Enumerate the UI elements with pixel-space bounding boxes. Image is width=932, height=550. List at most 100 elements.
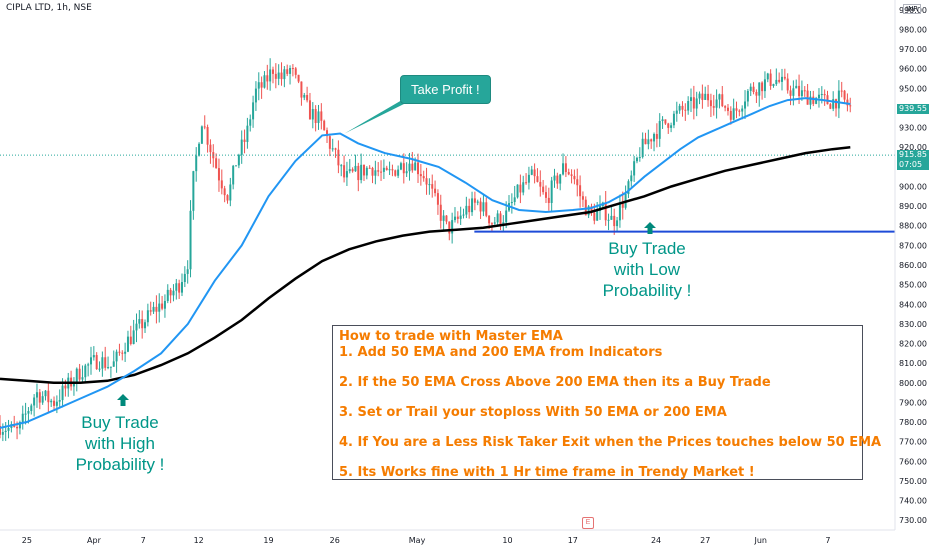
- candle-body: [459, 215, 462, 219]
- info-line: How to trade with Master EMA: [339, 329, 563, 344]
- candle-body: [38, 392, 41, 403]
- callout-pointer: [344, 100, 412, 134]
- candle-body: [58, 400, 61, 402]
- price-tick-label: 800.00: [899, 379, 927, 388]
- candle-body: [294, 68, 297, 75]
- candle-body: [377, 170, 380, 172]
- price-tick-label: 830.00: [899, 320, 927, 329]
- candle-body: [607, 219, 610, 221]
- candle-body: [109, 366, 112, 368]
- time-tick-label: 27: [700, 536, 710, 545]
- candle-body: [462, 214, 465, 216]
- candle-body: [0, 425, 1, 435]
- candle-body: [104, 357, 107, 368]
- candle-body: [815, 98, 818, 104]
- candle-body: [644, 138, 647, 145]
- candle-body: [618, 202, 621, 221]
- candle-body: [263, 75, 266, 88]
- candle-body: [155, 306, 158, 312]
- candle-body: [837, 90, 840, 109]
- candle-body: [405, 171, 408, 174]
- candle-body: [846, 99, 849, 106]
- annotation-line: Buy Trade: [608, 239, 686, 258]
- price-tick-label: 740.00: [899, 497, 927, 506]
- candle-body: [121, 352, 124, 354]
- candle-body: [209, 144, 212, 153]
- candle-body: [567, 172, 570, 175]
- candle-body: [453, 216, 456, 221]
- candle-body: [456, 216, 459, 219]
- candle-body: [701, 93, 704, 100]
- current-price-time: 07:05: [899, 160, 923, 170]
- candle-body: [707, 93, 710, 101]
- time-axis[interactable]: 25 Apr 7 12 19 26 May 10 17 24 27 Jun 7: [22, 536, 831, 545]
- candle-body: [323, 120, 326, 131]
- price-axis[interactable]: 730.00 740.00 750.00 760.00 770.00 780.00 790.…: [899, 6, 927, 525]
- info-line: 4. If You are a Less Risk Taker Exit whe…: [339, 435, 882, 450]
- price-tick-label: 790.00: [899, 398, 927, 407]
- candle-body: [246, 125, 249, 142]
- candle-body: [658, 120, 661, 139]
- candle-body: [132, 330, 135, 344]
- symbol-header[interactable]: CIPLA LTD, 1h, NSE: [6, 3, 92, 13]
- candle-body: [758, 82, 761, 96]
- candle-body: [215, 158, 218, 169]
- candle-body: [510, 201, 513, 204]
- candle-body: [536, 176, 539, 182]
- candle-body: [690, 97, 693, 101]
- candle-body: [630, 175, 633, 182]
- price-tick-label: 970.00: [899, 45, 927, 54]
- candle-body: [44, 390, 47, 397]
- candle-body: [800, 90, 803, 97]
- candle-body: [280, 72, 283, 80]
- candle-body: [220, 180, 223, 189]
- candle-body: [4, 430, 7, 433]
- candle-body: [732, 108, 735, 120]
- arrows: [117, 222, 656, 406]
- candle-body: [149, 310, 152, 312]
- info-line: 3. Set or Trail your stoploss With 50 EM…: [339, 405, 727, 420]
- candle-body: [317, 111, 320, 123]
- candle-body: [763, 79, 766, 92]
- earnings-badge[interactable]: E: [582, 517, 594, 529]
- candle-body: [442, 215, 445, 221]
- candle-body: [729, 110, 732, 120]
- annotation-line: Probability !: [602, 281, 692, 300]
- price-tick-label: 980.00: [899, 25, 927, 34]
- candle-body: [235, 165, 238, 167]
- candle-body: [16, 426, 19, 429]
- candle-body: [365, 167, 368, 176]
- candle-body: [616, 220, 619, 227]
- candle-body: [587, 206, 590, 216]
- candle-body: [840, 90, 843, 92]
- candle-body: [766, 73, 769, 80]
- time-tick-label: 25: [22, 536, 32, 545]
- candle-body: [50, 400, 53, 403]
- candle-body: [436, 193, 439, 205]
- candle-body: [144, 322, 147, 329]
- candle-body: [166, 289, 169, 301]
- candle-body: [92, 355, 95, 358]
- candle-body: [30, 405, 33, 411]
- candle-body: [835, 99, 838, 109]
- candle-body: [547, 197, 550, 203]
- candle-body: [439, 204, 442, 221]
- candle-body: [772, 84, 775, 86]
- candle-body: [482, 202, 485, 212]
- candle-body: [468, 205, 471, 213]
- buy-low-annotation: Buy Trade with Low Probability !: [597, 238, 697, 301]
- candle-body: [300, 81, 303, 98]
- candle-body: [849, 105, 852, 107]
- info-line: 5. Its Works fine with 1 Hr time frame i…: [339, 465, 755, 480]
- candle-body: [635, 157, 638, 162]
- candle-body: [505, 210, 508, 223]
- price-tick-label: 760.00: [899, 457, 927, 466]
- time-tick-label: 24: [651, 536, 661, 545]
- candle-body: [823, 93, 826, 96]
- candle-body: [581, 196, 584, 200]
- price-tick-label: 770.00: [899, 438, 927, 447]
- candle-body: [115, 351, 118, 362]
- candle-body: [610, 215, 613, 220]
- candle-body: [783, 76, 786, 79]
